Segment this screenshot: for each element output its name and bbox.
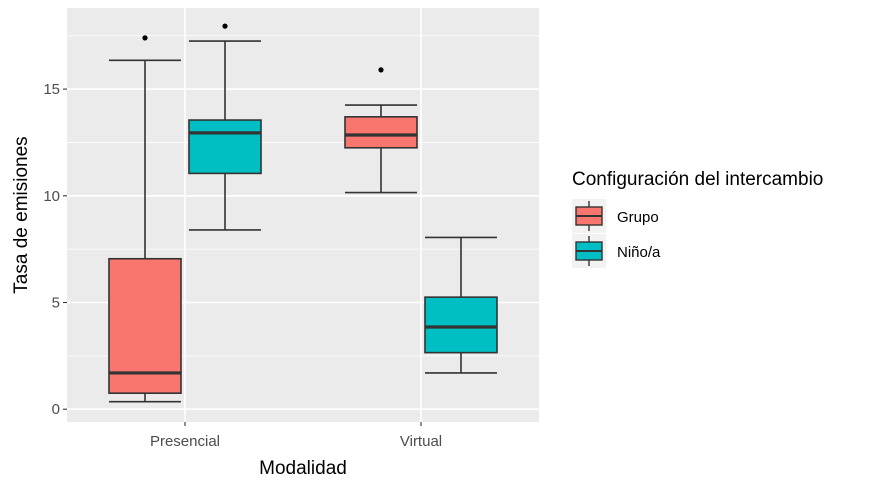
- legend-label-grupo: Grupo: [617, 209, 659, 226]
- y-tick-label: 5: [52, 294, 60, 311]
- outlier-point: [222, 23, 228, 29]
- box-virtual-ni-o-a: [424, 236, 498, 374]
- y-tick-label: 0: [52, 401, 60, 418]
- y-axis: 0 5 10 15: [43, 81, 67, 418]
- box-body: [188, 119, 262, 175]
- legend-keys: [572, 199, 606, 268]
- x-axis: Presencial Virtual: [150, 422, 442, 450]
- legend: Configuración del intercambio Grupo Niño…: [572, 169, 823, 268]
- y-axis-title: Tasa de emisiones: [11, 136, 32, 293]
- legend-label-nino: Niño/a: [617, 244, 661, 261]
- box-virtual-grupo: [344, 67, 418, 194]
- box-presencial-grupo: [108, 35, 182, 403]
- legend-title: Configuración del intercambio: [572, 169, 823, 190]
- box-presencial-ni-o-a: [188, 23, 262, 231]
- y-tick-label: 10: [43, 188, 60, 205]
- box-body: [424, 296, 498, 354]
- legend-key-grupo: [572, 199, 606, 233]
- outlier-point: [378, 67, 384, 73]
- box-body: [344, 116, 418, 149]
- x-axis-title: Modalidad: [259, 458, 347, 479]
- box-body: [108, 257, 182, 394]
- x-tick-label: Presencial: [150, 433, 220, 450]
- box-groups: [108, 23, 498, 403]
- legend-key-ni-o-a: [572, 234, 606, 268]
- x-tick-label: Virtual: [400, 433, 442, 450]
- y-tick-label: 15: [43, 81, 60, 98]
- outlier-point: [142, 35, 148, 41]
